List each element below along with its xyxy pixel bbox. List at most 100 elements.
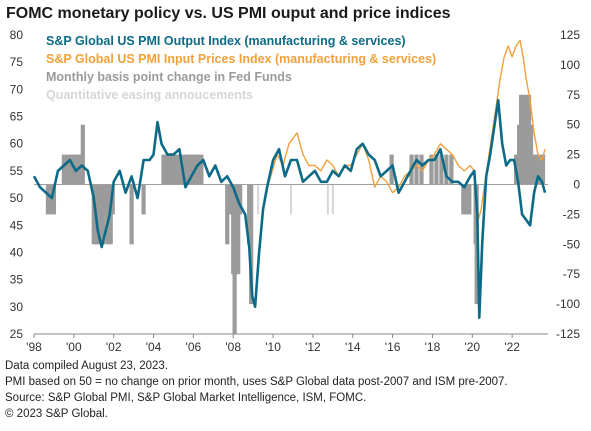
fedfunds-bar [95,184,100,245]
y-left-tick-label: 55 [10,164,24,178]
fedfunds-bar [141,184,146,215]
y-right-tick-label: 50 [567,118,581,132]
y-right-tick-label: 75 [567,88,581,102]
fedfunds-bar [533,154,539,185]
fedfunds-bar [61,154,66,185]
y-left-tick-label: 60 [10,137,24,151]
fedfunds-bar [389,154,394,185]
legend-entry-qe: Quantitative easing annoucements [46,88,253,102]
footnote-source: Source: S&P Global PMI, S&P Global Marke… [5,392,367,404]
footnote-copyright: © 2023 S&P Global. [5,408,108,420]
x-tick-label: '14 [345,340,361,354]
x-tick-label: '18 [425,340,441,354]
fedfunds-bar [195,154,200,185]
y-right-tick-label: 100 [560,58,580,72]
y-left-tick-label: 70 [10,82,24,96]
x-tick-label: '00 [66,340,82,354]
y-right-tick-label: 25 [567,148,581,162]
legend: S&P Global US PMI Output Index (manufact… [46,34,436,102]
y-right-tick-label: -100 [556,297,580,311]
fedfunds-bar [171,154,176,185]
fedfunds-bar [238,184,243,215]
fedfunds-bar [106,184,111,245]
x-tick-label: '98 [26,340,42,354]
fedfunds-bar [45,184,51,215]
qe-bar [257,184,260,215]
fedfunds-bar [236,184,241,275]
x-tick-label: '22 [504,340,520,354]
y-right-tick-label: -25 [563,207,581,221]
fedfunds-bar [449,154,454,185]
fedfunds-bar [467,184,472,215]
y-left-tick-label: 80 [10,28,24,42]
fedfunds-bar [225,184,230,245]
x-tick-label: '16 [385,340,401,354]
fedfunds-bar [249,184,254,305]
tick-layer: 25 30 35 40 45 50 55 60 65 70 75 80 -125 -100 -75 -50 -2… [10,28,581,354]
fedfunds-bar [520,94,526,185]
qe-bar [326,184,329,215]
x-tick-label: '02 [106,340,122,354]
fedfunds-bar [129,184,134,245]
fedfunds-bar [77,154,82,185]
y-left-tick-label: 25 [10,327,24,341]
fedfunds-bar [69,154,74,185]
footnote-compiled: Data compiled August 23, 2023. [5,360,169,372]
fedfunds-bar [434,154,439,185]
fedfunds-bar [163,154,168,185]
x-tick-label: '12 [305,340,321,354]
fedfunds-bar [232,184,237,334]
fedfunds-bar [523,94,529,185]
fedfunds-bar [48,184,54,215]
series-line-output [32,98,547,319]
series-line-prices [268,39,546,221]
legend-entry-prices: S&P Global US PMI Input Prices Index (ma… [46,52,436,66]
y-right-tick-label: -125 [556,327,580,341]
fedfunds-bar [414,154,419,185]
fedfunds-bar [65,154,70,185]
y-left-tick-label: 45 [10,218,24,232]
x-tick-label: '04 [146,340,162,354]
fedfunds-bar [175,154,180,185]
fedfunds-bar [228,184,233,215]
y-right-tick-label: -75 [563,267,581,281]
y-left-tick-label: 40 [10,245,24,259]
line-layer [32,39,547,319]
y-left-tick-label: 30 [10,300,24,314]
legend-entry-fedfunds: Monthly basis point change in Fed Funds [46,70,292,84]
chart: 25 30 35 40 45 50 55 60 65 70 75 80 -125 -100 -75 -50 -2… [10,28,581,354]
fedfunds-bar [429,154,434,185]
x-tick-label: '08 [225,340,241,354]
fedfunds-bar [80,124,85,185]
legend-entry-output: S&P Global US PMI Output Index (manufact… [46,34,406,48]
y-left-tick-label: 65 [10,110,24,124]
x-tick-label: '20 [464,340,480,354]
footnote-methodology: PMI based on 50 = no change on prior mon… [5,376,508,388]
y-left-tick-label: 75 [10,55,24,69]
fedfunds-bar [444,154,449,185]
fedfunds-bar [536,154,542,185]
fedfunds-bar [461,184,466,215]
y-right-tick-label: 0 [573,178,580,192]
x-tick-label: '06 [186,340,202,354]
bar-layer [45,94,546,334]
fedfunds-bar [183,154,188,185]
fedfunds-bar [98,184,103,245]
chart-title: FOMC monetary policy vs. US PMI ouput an… [6,5,451,22]
qe-bar [290,184,293,215]
y-right-tick-label: 125 [560,28,580,42]
fedfunds-bar [166,154,171,185]
fedfunds-bar [51,184,57,215]
y-right-tick-label: -50 [563,237,581,251]
fedfunds-bar [187,154,192,185]
fedfunds-bar [199,154,204,185]
y-left-tick-label: 50 [10,191,24,205]
qe-bar [331,184,334,215]
fedfunds-bar [528,124,534,185]
fedfunds-bar [101,184,106,245]
y-left-tick-label: 35 [10,273,24,287]
x-tick-label: '10 [265,340,281,354]
fedfunds-bar [439,154,444,185]
footnotes: Data compiled August 23, 2023. PMI based… [5,358,508,422]
fedfunds-bar [464,184,469,215]
